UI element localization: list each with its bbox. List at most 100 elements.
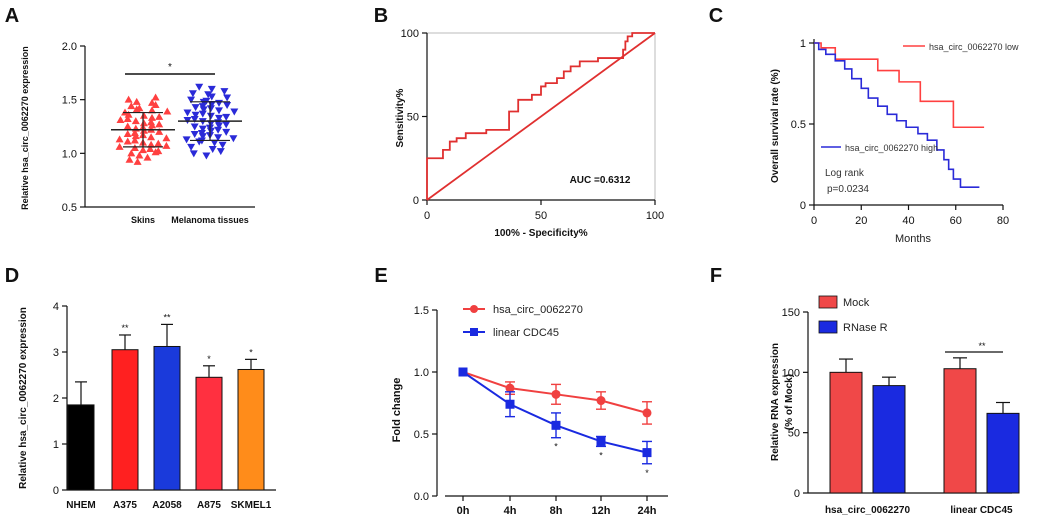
panel-a-point <box>189 150 198 158</box>
panel-a-x-tick-label: Skins <box>131 215 155 225</box>
panel-a-point <box>124 95 133 103</box>
panel-a-point <box>198 110 207 118</box>
panel-c-x-tick-label: 80 <box>997 215 1009 227</box>
panel-a-point <box>191 104 200 112</box>
panel-b-y-label: Sensitivity% <box>395 88 406 147</box>
panel-e-point <box>505 399 515 409</box>
panel-d-y-tick-label: 4 <box>53 301 59 313</box>
panel-a-point <box>223 102 232 110</box>
panel-e-x-tick-label: 12h <box>592 505 611 517</box>
panel-e-sig-label: * <box>554 442 558 452</box>
panel-a-point <box>147 140 156 148</box>
panel-c-y-label: Overall survival rate (%) <box>770 69 781 183</box>
panel-a-point <box>162 141 171 149</box>
panel-a-point <box>214 134 223 142</box>
panel-a-point <box>190 115 199 123</box>
panel-b-x-tick-label: 0 <box>424 210 430 222</box>
panel-a-point <box>123 130 132 138</box>
panel-c-x-tick-label: 60 <box>950 215 962 227</box>
panel-d-x-tick-label: A375 <box>113 500 137 511</box>
panel-d-y-tick-label: 1 <box>53 439 59 451</box>
panel-a-point <box>139 119 148 127</box>
panel-a-point <box>132 97 141 105</box>
panel-a-point <box>135 151 144 159</box>
panel-f-y-label-1: Relative RNA expression <box>770 343 781 461</box>
panel-a-point <box>208 146 217 154</box>
panel-e-point <box>642 408 652 418</box>
panel-a-point <box>195 83 204 91</box>
panel-a-point <box>215 99 223 107</box>
panel-a-point <box>123 137 132 145</box>
panel-a-point <box>190 131 199 139</box>
panel-a-point <box>214 126 223 134</box>
panel-e-y-label: Fold change <box>391 378 403 443</box>
panel-c-x-tick-label: 20 <box>855 215 867 227</box>
panel-f-sig-label: ** <box>978 341 986 351</box>
panel-d-sig-label: ** <box>163 312 171 322</box>
panel-f-y-tick-label: 0 <box>794 488 800 500</box>
panel-a-point <box>187 143 196 151</box>
panel-a-point <box>143 153 152 161</box>
panel-a-point <box>204 91 213 99</box>
panel-a-point <box>162 134 171 142</box>
panel-c-y-tick-label: 0.5 <box>791 119 806 131</box>
panel-a-point <box>131 124 140 132</box>
panel-a-point <box>191 111 200 119</box>
panel-d-y-label: Relative hsa_circ_0062270 expression <box>18 307 29 489</box>
panel-d-bar <box>67 404 95 491</box>
panel-a-y-tick-label: 1.5 <box>62 95 77 107</box>
panel-f-bar <box>943 368 977 494</box>
panel-a-point <box>183 109 192 117</box>
panel-e-point <box>596 396 606 406</box>
panel-a-point <box>151 93 160 101</box>
panel-d-sig-label: * <box>249 347 253 357</box>
panel-b-y-tick-label: 50 <box>407 112 419 124</box>
panel-a-point <box>206 112 215 120</box>
panel-a-point <box>148 113 156 121</box>
panel-a-y-label: Relative hsa_circ_0062270 expression <box>20 46 30 210</box>
panel-letter-f: F <box>710 265 722 287</box>
panel-e-point <box>505 383 515 393</box>
panel-a-point <box>139 111 148 119</box>
panel-a-point <box>127 149 136 157</box>
panel-f-x-tick-label: hsa_circ_0062270 <box>825 505 911 516</box>
panel-c-x-tick-label: 40 <box>902 215 914 227</box>
panel-a-point <box>148 106 156 114</box>
panel-d-bar <box>111 349 139 491</box>
panel-a-point <box>206 105 215 113</box>
panel-a-point <box>155 112 164 120</box>
panel-b-x-tick-label: 100 <box>646 210 664 222</box>
panel-e-x-tick-label: 8h <box>550 505 563 517</box>
panel-c-pvalue-label: p=0.0234 <box>827 184 869 195</box>
panel-a-point <box>210 139 219 147</box>
panel-a-point <box>115 142 124 150</box>
panel-a-point <box>215 114 223 122</box>
panel-a-point <box>154 139 163 147</box>
panel-letter-a: A <box>5 5 19 27</box>
panel-f-legend-swatch <box>818 320 838 334</box>
panel-e-point <box>596 436 606 446</box>
panel-e-y-tick-label: 1.5 <box>414 305 429 317</box>
panel-d-x-tick-label: SKMEL1 <box>231 500 272 511</box>
panel-a-point <box>220 88 229 96</box>
panel-a-point <box>147 118 156 126</box>
panel-a-y-tick-label: 2.0 <box>62 41 77 53</box>
panel-d-x-tick-label: NHEM <box>66 500 95 511</box>
panel-e-x-tick-label: 0h <box>457 505 470 517</box>
panel-a-point <box>115 135 124 143</box>
panel-e-sig-label: * <box>645 468 649 478</box>
panel-c-x-tick-label: 0 <box>811 215 817 227</box>
panel-c-survival-curve <box>814 42 985 129</box>
panel-c-legend-high: hsa_circ_0062270 high <box>845 143 938 153</box>
panel-a-point <box>127 102 136 110</box>
panel-f-y-label-2: (% of Mock) <box>784 374 795 430</box>
panel-a-point <box>139 146 147 154</box>
panel-e-legend-marker <box>470 328 478 336</box>
panel-a-y-tick-label: 1.0 <box>62 148 77 160</box>
panel-e-y-tick-label: 0.5 <box>414 429 429 441</box>
panel-a-point <box>130 128 139 136</box>
panel-b-x-label: 100% - Specificity% <box>494 228 587 239</box>
panel-a-point <box>155 127 164 135</box>
panel-f-bar <box>872 385 906 494</box>
panel-a-point <box>154 147 163 155</box>
